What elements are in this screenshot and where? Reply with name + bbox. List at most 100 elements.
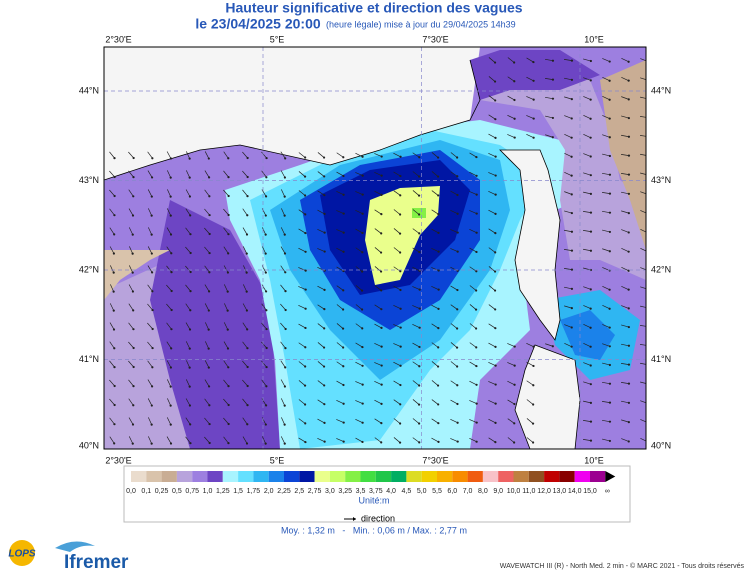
wave-arrow-head [647, 402, 649, 404]
wave-arrow [621, 210, 629, 214]
wave-arrow [128, 360, 134, 368]
wave-arrow-head [323, 421, 326, 424]
wave-arrow-head [532, 364, 535, 368]
wave-arrow-head [647, 98, 649, 100]
graticule: 2°30'E 2°30'E 5°E 5°E 7°30'E 7°30'E 10°E 10°E 44… [79, 34, 671, 465]
wave-arrow-head [342, 174, 345, 178]
wave-arrow [507, 57, 515, 63]
wave-arrow [223, 360, 229, 368]
wave-arrow [621, 419, 629, 423]
colorbar-end [605, 471, 616, 482]
wave-arrow-head [532, 345, 535, 348]
wave-arrow-head [493, 270, 497, 273]
wave-arrow-head [360, 289, 364, 292]
wave-arrow-head [627, 60, 630, 63]
wave-arrow [148, 227, 152, 235]
title: Hauteur significative et direction des v… [225, 0, 522, 16]
wave-arrow [526, 342, 534, 348]
wave-arrow-head [647, 174, 649, 176]
wave-arrow-head [170, 308, 173, 312]
wave-arrow-head [417, 213, 421, 216]
wave-arrow [412, 380, 420, 386]
wave-arrow-head [380, 441, 383, 444]
wave-arrow [298, 152, 306, 158]
wave-arrow-head [437, 327, 440, 330]
wave-arrow-head [322, 156, 326, 159]
wave-arrow [317, 171, 325, 177]
wave-arrow-head [589, 136, 592, 139]
colorbar-cell [314, 471, 330, 482]
wave-arrow-head [627, 250, 630, 253]
wave-arrow [298, 418, 306, 424]
wave-arrow [450, 342, 458, 348]
wave-arrow [204, 246, 210, 254]
wave-arrow-head [532, 60, 535, 64]
wave-arrow [223, 322, 229, 330]
wave-arrow [128, 265, 134, 273]
wave-arrow [224, 303, 228, 311]
wave-arrow [507, 95, 515, 101]
wave-arrow-head [208, 195, 211, 198]
wave-arrow [128, 436, 134, 444]
wave-arrow-head [647, 213, 649, 215]
wave-arrow [564, 115, 572, 119]
wave-arrow-head [398, 232, 402, 235]
wave-arrow-head [284, 327, 287, 331]
wave-arrow [336, 399, 344, 405]
wave-arrow-head [245, 271, 248, 274]
map-field [104, 47, 649, 449]
wave-arrow-head [647, 60, 649, 62]
wave-arrow [204, 417, 210, 425]
wave-arrow [393, 190, 401, 196]
wave-arrow [393, 209, 401, 215]
wave-arrow [621, 438, 629, 442]
wave-arrow [280, 227, 286, 235]
wave-arrow [223, 284, 229, 292]
wave-arrow-head [608, 401, 612, 404]
wave-arrow [564, 96, 572, 100]
wave-arrow [374, 172, 382, 176]
wave-arrow-head [169, 385, 172, 388]
wave-arrow-head [304, 307, 307, 310]
colorbar-label: 2,0 [264, 488, 274, 495]
wave-arrow [242, 322, 248, 330]
lon-label-bottom: 10°E [584, 455, 604, 465]
land [104, 47, 480, 180]
wave-arrow [242, 151, 248, 159]
wave-arrow-head [437, 213, 440, 216]
wave-arrow [205, 341, 209, 349]
wave-arrow [223, 265, 229, 273]
wave-arrow-head [342, 346, 345, 349]
lat-label-left: 43°N [79, 175, 99, 185]
wave-arrow [109, 170, 115, 178]
wave-arrow [602, 362, 610, 366]
wave-arrow-head [551, 78, 555, 81]
wave-arrow [450, 152, 458, 158]
wave-arrow [602, 58, 610, 62]
wave-arrow-head [304, 269, 307, 272]
wave-arrow [450, 304, 458, 310]
wave-arrow [317, 209, 325, 215]
wave-arrow-head [436, 175, 440, 178]
wave-arrow [640, 267, 646, 271]
colorbar-cell [513, 471, 529, 482]
wave-arrow [393, 266, 401, 272]
wave-arrow [488, 400, 496, 404]
wave-arrow [639, 344, 646, 346]
credit: WAVEWATCH III (R) - North Med. 2 min - ©… [500, 562, 745, 570]
wave-arrow-head [589, 364, 592, 367]
sardinia [514, 344, 581, 449]
wave-arrow-head [627, 173, 631, 176]
wave-arrow [243, 265, 247, 273]
colorbar-cell [207, 471, 223, 482]
wave-arrow [204, 189, 210, 197]
wave-arrow-head [647, 136, 649, 138]
wave-arrow-head [570, 78, 574, 81]
wave-arrow-head [647, 117, 649, 119]
wave-arrow [431, 190, 439, 196]
wave-arrow [317, 229, 325, 233]
wave-arrow-head [589, 59, 592, 63]
wave-arrow-head [608, 307, 611, 310]
wave-arrow [393, 152, 401, 158]
wave-arrow-head [570, 268, 574, 271]
